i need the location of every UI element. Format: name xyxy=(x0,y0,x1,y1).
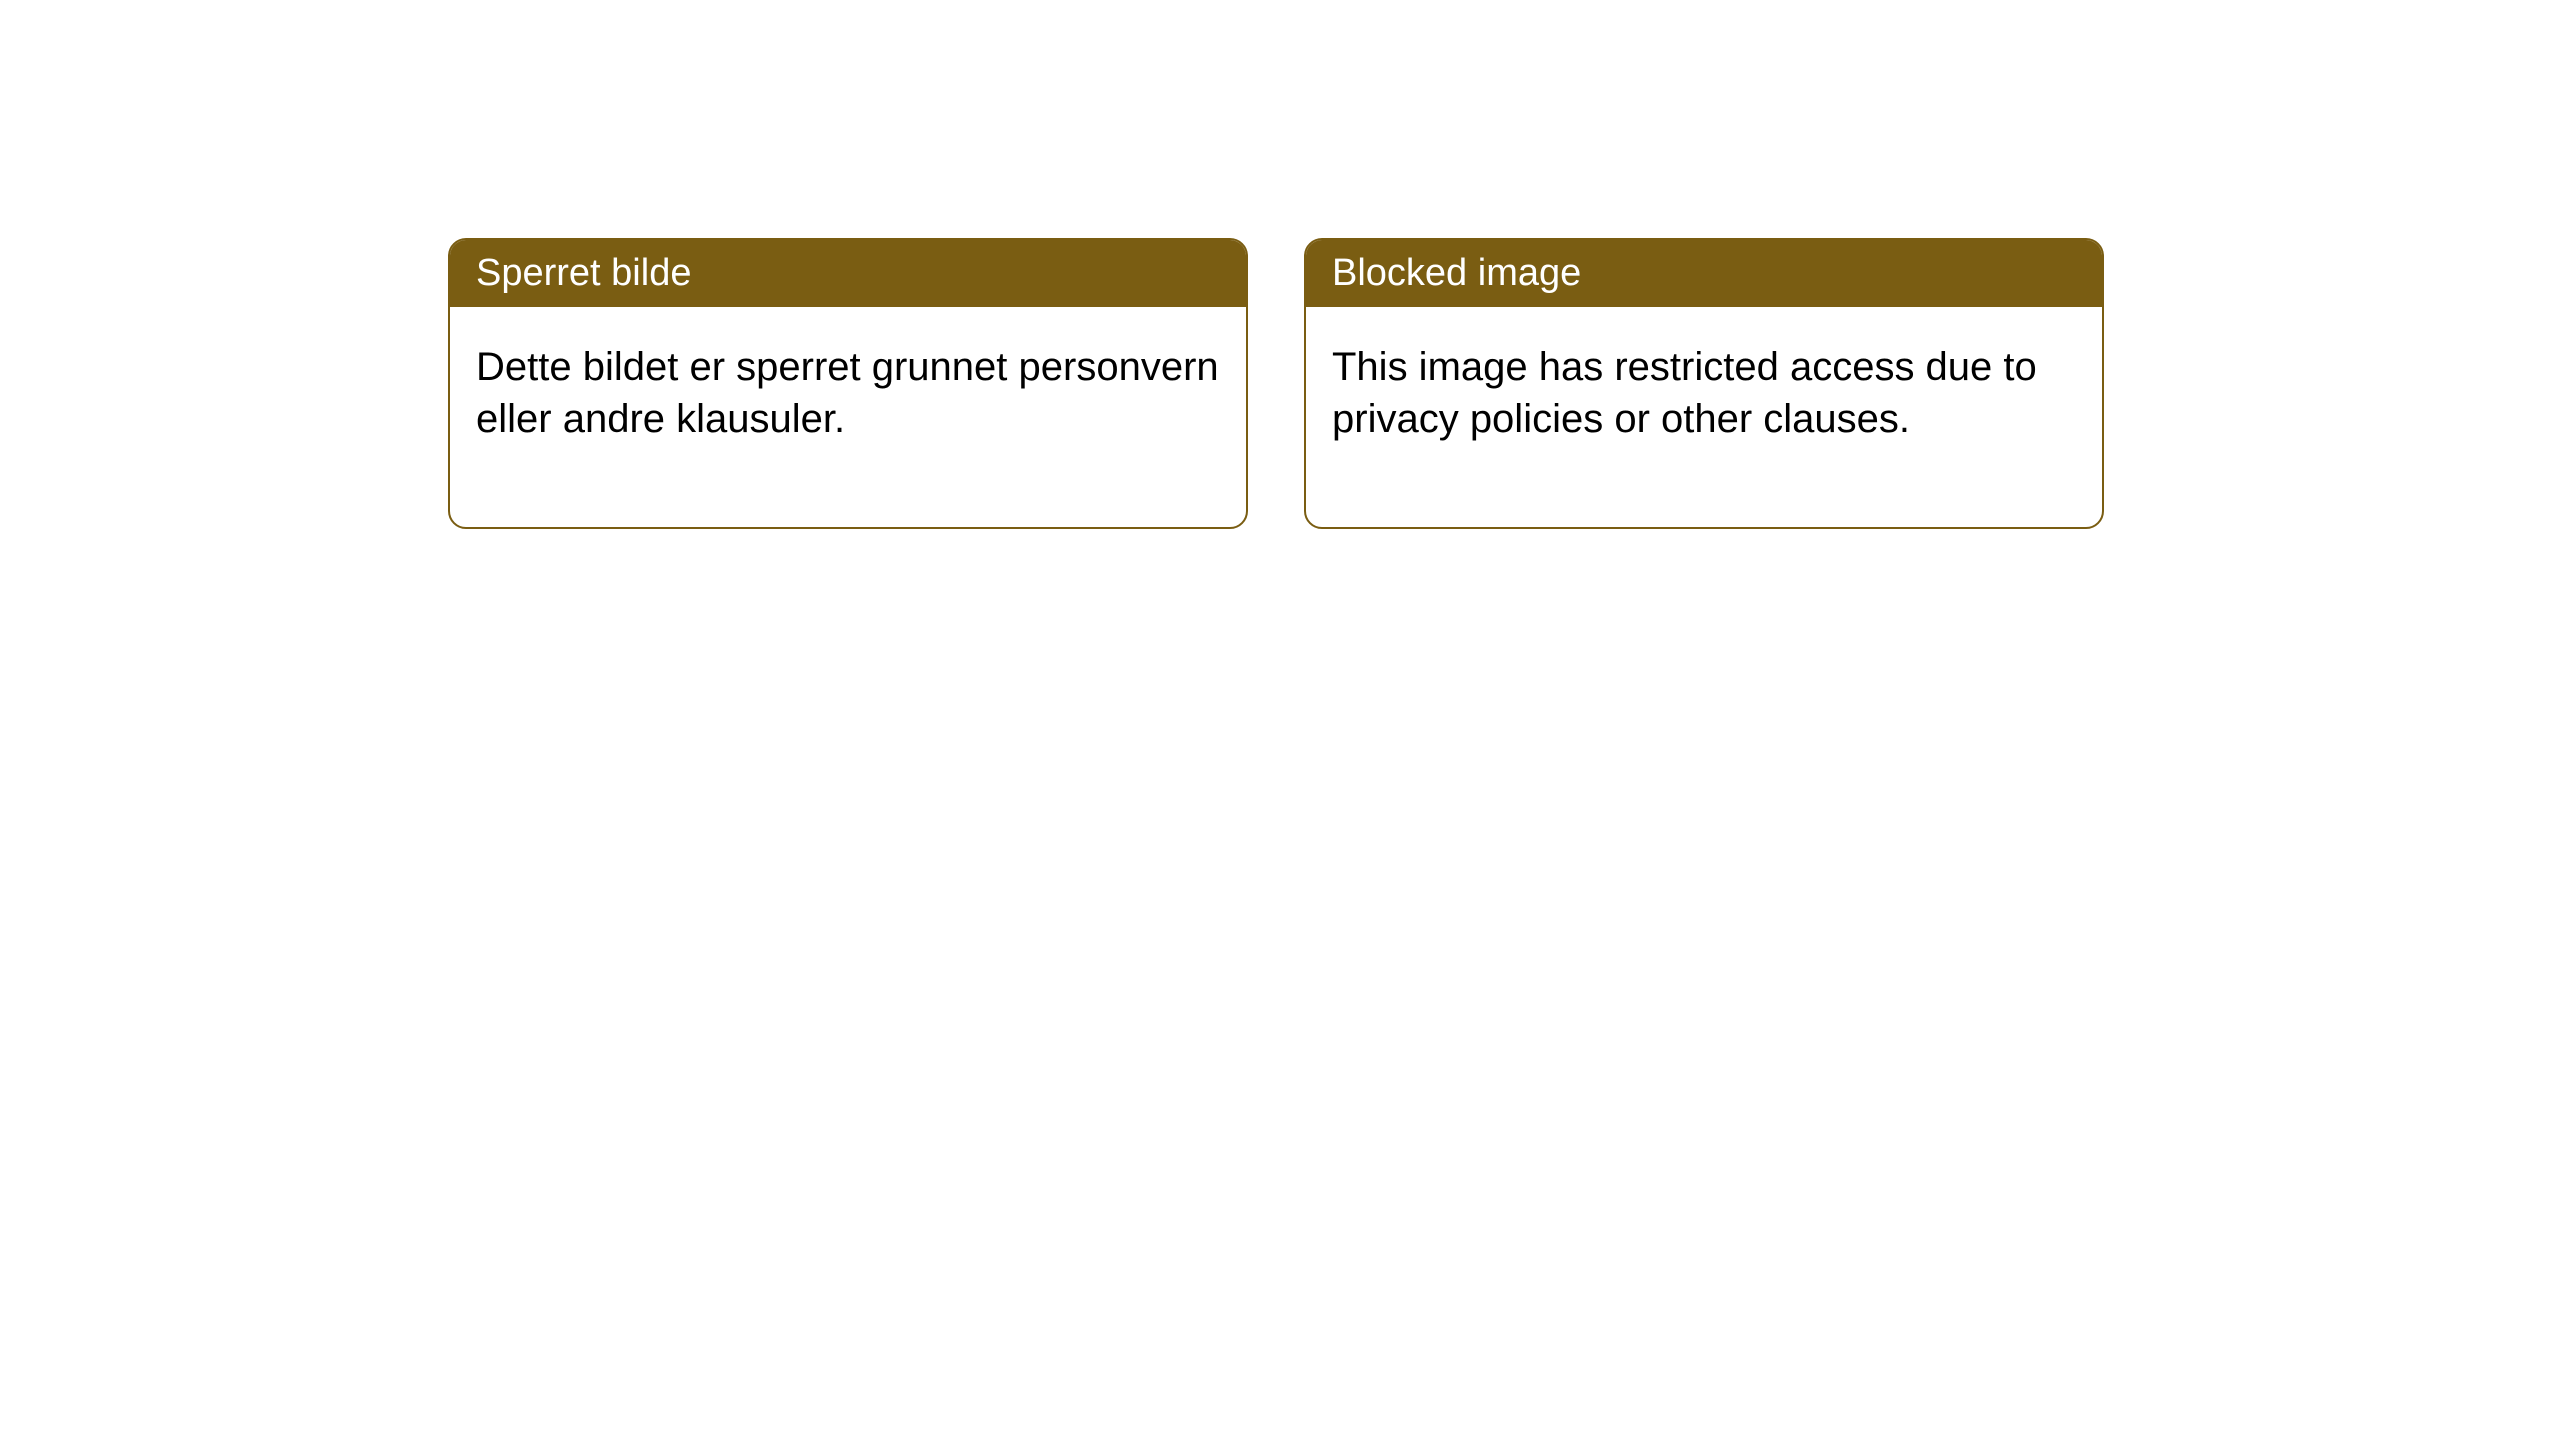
notice-card-norwegian: Sperret bilde Dette bildet er sperret gr… xyxy=(448,238,1248,529)
notice-card-english: Blocked image This image has restricted … xyxy=(1304,238,2104,529)
card-body: This image has restricted access due to … xyxy=(1306,307,2102,527)
card-title: Blocked image xyxy=(1332,252,1581,294)
card-body: Dette bildet er sperret grunnet personve… xyxy=(450,307,1246,527)
card-title: Sperret bilde xyxy=(476,252,691,294)
card-body-text: This image has restricted access due to … xyxy=(1332,345,2037,441)
card-header: Sperret bilde xyxy=(450,240,1246,307)
notice-container: Sperret bilde Dette bildet er sperret gr… xyxy=(0,0,2560,529)
card-header: Blocked image xyxy=(1306,240,2102,307)
card-body-text: Dette bildet er sperret grunnet personve… xyxy=(476,345,1219,441)
